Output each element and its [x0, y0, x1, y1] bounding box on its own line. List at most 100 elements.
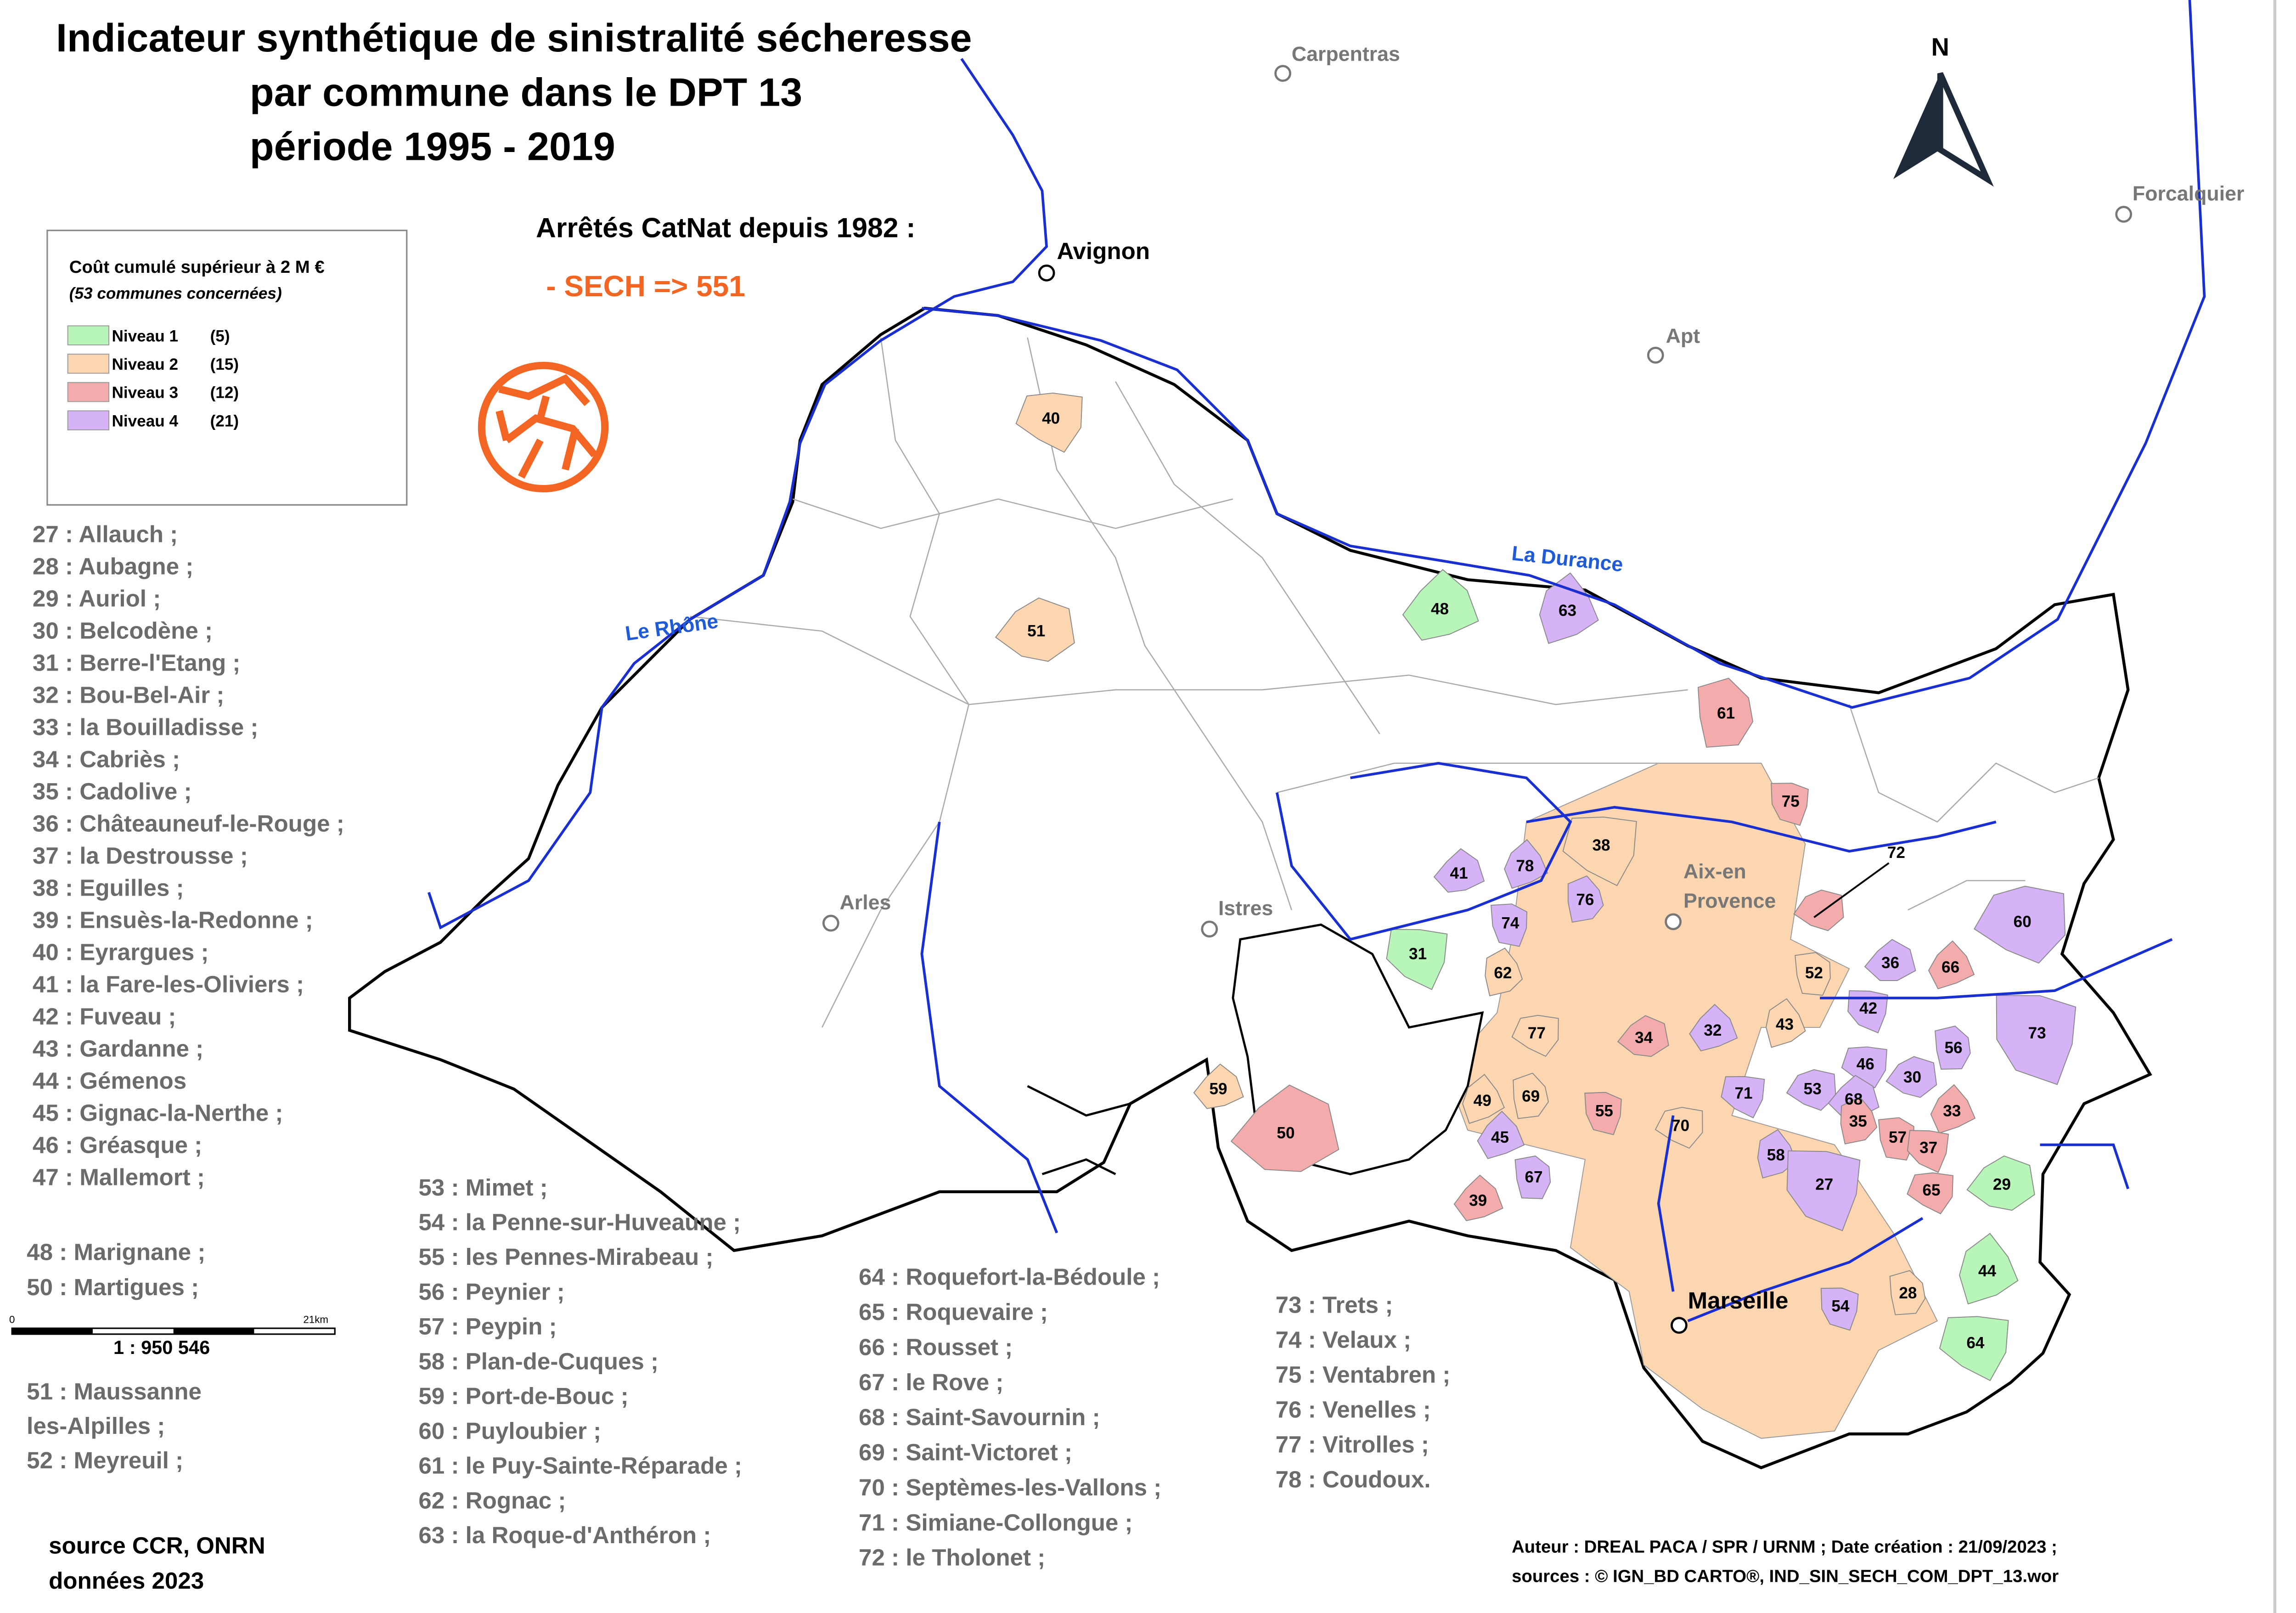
commune-number: 55: [1595, 1102, 1613, 1120]
commune-number: 74: [1501, 914, 1519, 932]
legend-label: Niveau 3: [112, 384, 178, 402]
commune-area: [1885, 1056, 1937, 1098]
legend-swatch: [67, 382, 110, 402]
commune-area: [1504, 839, 1548, 889]
commune-list-item: 36 : Châteauneuf-le-Rouge ;: [33, 811, 344, 837]
commune-number: 35: [1849, 1112, 1867, 1130]
commune-list-item: 30 : Belcodène ;: [33, 618, 213, 644]
commune-area: [1453, 1174, 1503, 1221]
place-label: Apt: [1666, 325, 1700, 347]
commune-list-item: 31 : Berre-l'Etang ;: [33, 650, 241, 676]
commune-area: [1514, 1155, 1551, 1199]
commune-list-item: 44 : Gémenos: [33, 1067, 186, 1094]
scale-ratio: 1 : 950 546: [113, 1337, 210, 1358]
commune-area: [1974, 885, 2066, 964]
legend-swatch: [67, 325, 110, 345]
commune-number: 40: [1042, 409, 1060, 427]
commune-area: [1930, 1084, 1976, 1134]
commune-shapes: [995, 392, 2077, 1382]
commune-list-item: 33 : la Bouilladisse ;: [33, 714, 259, 740]
commune-number: 36: [1881, 954, 1899, 972]
credits: Auteur : DREAL PACA / SPR / URNM ; Date …: [1512, 1537, 2057, 1557]
commune-number: 56: [1944, 1039, 1962, 1057]
commune-list-item: 51 : Maussanne: [27, 1378, 202, 1404]
place-dot: [1665, 913, 1682, 931]
commune-area: [1433, 848, 1485, 893]
scale-end: 21km: [303, 1314, 328, 1325]
commune-number: 67: [1525, 1168, 1543, 1186]
commune-list-item: 63 : la Roque-d'Anthéron ;: [418, 1522, 711, 1548]
commune-list-item: 75 : Ventabren ;: [1276, 1362, 1451, 1388]
commune-boundaries: [690, 337, 2099, 1028]
commune-area: [1889, 1270, 1926, 1315]
commune-area: [1935, 1026, 1971, 1070]
catnat-heading: Arrêtés CatNat depuis 1982 :: [536, 212, 916, 243]
commune-list-item: 42 : Fuveau ;: [33, 1003, 176, 1029]
commune-area: [1928, 940, 1975, 990]
commune-area: [1786, 1069, 1836, 1111]
commune-number: 53: [1804, 1080, 1822, 1098]
source: données 2023: [49, 1568, 204, 1594]
commune-list-item: 58 : Plan-de-Cuques ;: [418, 1348, 658, 1374]
commune-area: [1771, 783, 1809, 826]
commune-area: [1757, 1129, 1796, 1179]
place-label: Aix-en: [1683, 861, 1746, 883]
leader-line: [1813, 862, 1890, 918]
commune-list-item: 78 : Coudoux.: [1276, 1466, 1431, 1493]
commune-area: [1491, 903, 1528, 947]
place-label: Marseille: [1688, 1287, 1789, 1314]
commune-number: 70: [1671, 1117, 1689, 1135]
commune-list-item: 34 : Cabriès ;: [33, 746, 180, 773]
commune-list-item: 48 : Marignane ;: [27, 1239, 205, 1265]
north-label: N: [1931, 33, 1949, 61]
commune-area: [1793, 889, 1844, 931]
source: source CCR, ONRN: [49, 1533, 265, 1559]
commune-number: 32: [1704, 1021, 1722, 1039]
commune-area: [1567, 875, 1604, 923]
commune-list-item: 61 : le Puy-Sainte-Réparade ;: [418, 1453, 742, 1479]
scale-bar: [11, 1327, 336, 1335]
commune-area: [1721, 1076, 1765, 1119]
commune-area: [1966, 1155, 2035, 1211]
commune-number: 78: [1516, 857, 1534, 875]
place-dot: [1274, 65, 1291, 82]
commune-list-item: 54 : la Penne-sur-Huveaune ;: [418, 1209, 741, 1235]
commune-number: 66: [1941, 958, 1959, 976]
commune-area: [995, 597, 1075, 662]
commune-number: 51: [1027, 622, 1045, 640]
commune-area: [1193, 1063, 1244, 1109]
commune-list-item: 68 : Saint-Savournin ;: [859, 1404, 1100, 1430]
commune-list-item: 28 : Aubagne ;: [33, 553, 193, 580]
commune-area: [1015, 392, 1083, 453]
commune-list-item: 27 : Allauch ;: [33, 521, 178, 547]
commune-number: 38: [1593, 836, 1610, 854]
commune-number: 57: [1889, 1128, 1907, 1146]
place-label: Arles: [840, 891, 891, 914]
commune-list-item: les-Alpilles ;: [27, 1413, 165, 1439]
commune-list-item: 69 : Saint-Victoret ;: [859, 1439, 1072, 1466]
labels: Indicateur synthétique de sinistralité s…: [9, 16, 2244, 1594]
commune-number: 41: [1450, 864, 1468, 882]
commune-list-item: 39 : Ensuès-la-Redonne ;: [33, 907, 313, 933]
commune-number: 58: [1767, 1146, 1785, 1164]
commune-number: 45: [1491, 1128, 1509, 1146]
commune-list-item: 60 : Puyloubier ;: [418, 1418, 601, 1444]
commune-area: [1562, 817, 1637, 886]
north-arrow: [1893, 72, 1994, 187]
commune-list-item: 52 : Meyreuil ;: [27, 1447, 183, 1473]
place-dot: [1038, 265, 1055, 282]
commune-list-item: 37 : la Destrousse ;: [33, 843, 248, 869]
commune-number: 72: [1887, 844, 1905, 862]
place-dot: [1671, 1317, 1688, 1334]
commune-area: [1996, 995, 2077, 1085]
place-label: Provence: [1683, 890, 1776, 913]
coast-detail: [1027, 1085, 1131, 1175]
commune-number: 63: [1559, 602, 1576, 620]
commune-number: 43: [1776, 1015, 1794, 1033]
commune-list-item: 72 : le Tholonet ;: [859, 1545, 1045, 1571]
commune-area: [1386, 929, 1448, 990]
commune-area: [1584, 1092, 1622, 1135]
commune-area: [1477, 1111, 1525, 1159]
commune-number: 31: [1409, 945, 1427, 963]
commune-number: 44: [1978, 1262, 1997, 1280]
